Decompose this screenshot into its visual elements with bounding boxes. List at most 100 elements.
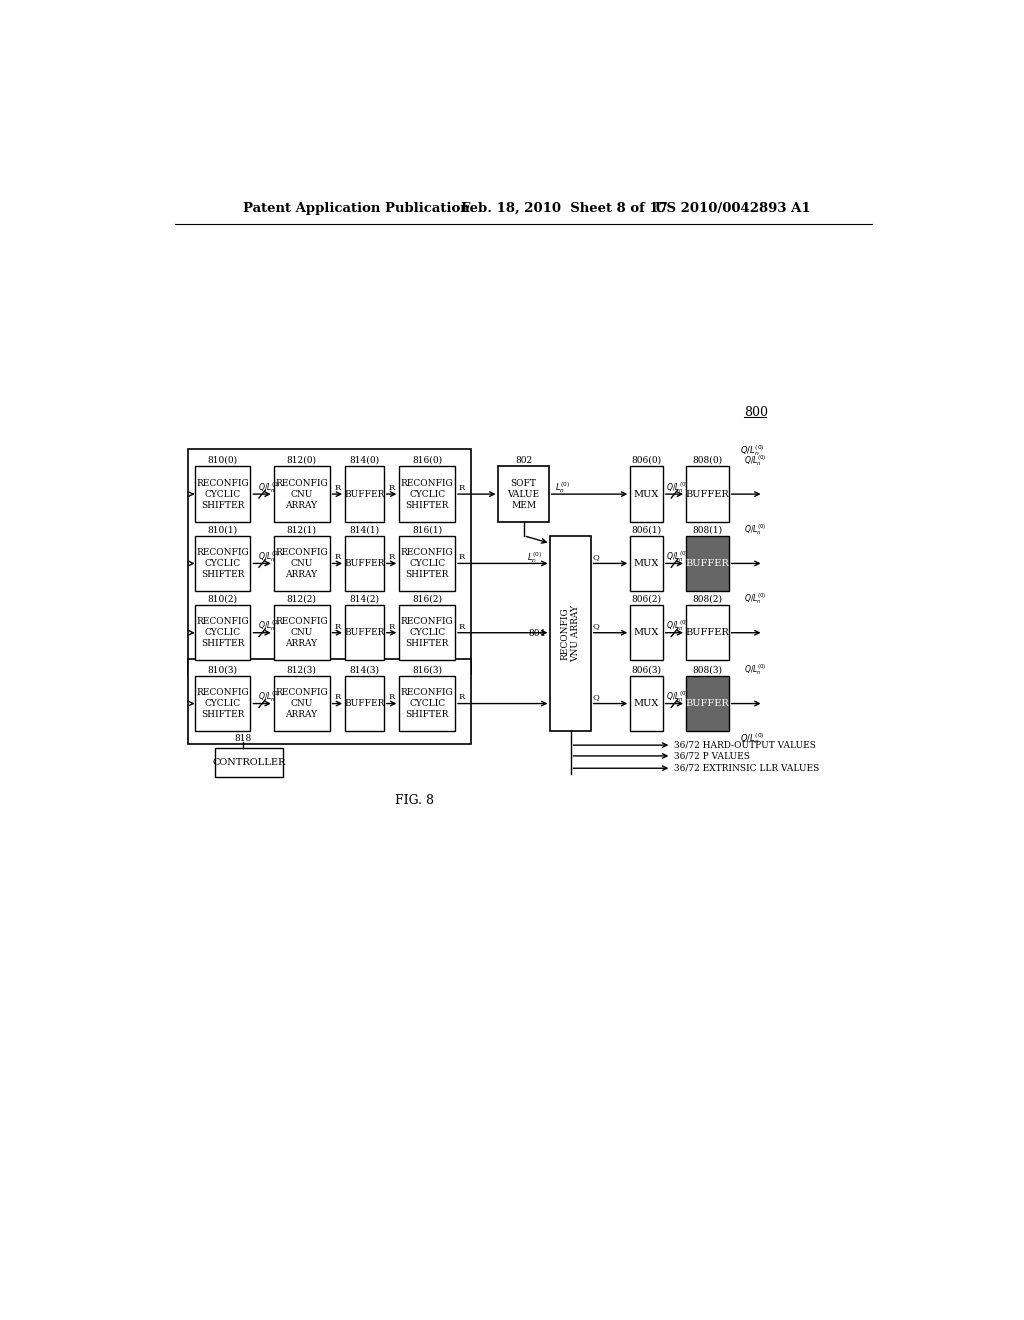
Text: $Q/L_n^{(0)}$: $Q/L_n^{(0)}$	[744, 591, 767, 606]
Text: BUFFER: BUFFER	[685, 490, 729, 499]
Text: R: R	[334, 484, 340, 492]
Text: 816(2): 816(2)	[412, 594, 442, 603]
Text: CONTROLLER: CONTROLLER	[212, 759, 286, 767]
Text: 36/72 EXTRINSIC LLR VALUES: 36/72 EXTRINSIC LLR VALUES	[675, 764, 819, 772]
Text: 800: 800	[744, 407, 768, 418]
Bar	[630, 536, 663, 591]
Bar	[188, 449, 471, 675]
Text: MUX: MUX	[634, 628, 659, 638]
Text: R: R	[459, 553, 465, 561]
Text: US 2010/0042893 A1: US 2010/0042893 A1	[655, 202, 811, 215]
Bar	[686, 605, 729, 660]
Text: SOFT
VALUE
MEM: SOFT VALUE MEM	[508, 479, 540, 510]
Text: 802: 802	[515, 455, 532, 465]
Text: 808(1): 808(1)	[692, 525, 722, 535]
Text: $Q/L_n^{(0)}$: $Q/L_n^{(0)}$	[744, 453, 767, 467]
Text: 806(0): 806(0)	[632, 455, 662, 465]
Text: RECONFIG
CNU
ARRAY: RECONFIG CNU ARRAY	[275, 548, 328, 579]
Text: R: R	[459, 484, 465, 492]
Text: $Q/L_n^{(0)}$: $Q/L_n^{(0)}$	[666, 618, 688, 634]
Text: RECONFIG
VNU ARRAY: RECONFIG VNU ARRAY	[561, 605, 581, 663]
Text: R: R	[388, 693, 394, 701]
Text: BUFFER: BUFFER	[685, 628, 729, 638]
Text: Feb. 18, 2010  Sheet 8 of 17: Feb. 18, 2010 Sheet 8 of 17	[461, 202, 668, 215]
Text: R: R	[388, 553, 394, 561]
Text: 818: 818	[234, 734, 251, 743]
Text: $L_n^{(0)}$: $L_n^{(0)}$	[555, 479, 570, 495]
Text: $Q/L_n^{(0)}$: $Q/L_n^{(0)}$	[740, 444, 765, 458]
Text: 814(0): 814(0)	[349, 455, 380, 465]
Text: FIG. 8: FIG. 8	[395, 795, 434, 807]
Bar	[215, 748, 283, 777]
Text: RECONFIG
CYCLIC
SHIFTER: RECONFIG CYCLIC SHIFTER	[197, 618, 249, 648]
Text: BUFFER: BUFFER	[685, 558, 729, 568]
Bar	[345, 676, 384, 731]
Bar	[630, 676, 663, 731]
Text: BUFFER: BUFFER	[344, 490, 385, 499]
Text: 814(2): 814(2)	[349, 594, 379, 603]
Text: BUFFER: BUFFER	[685, 700, 729, 708]
Text: 808(3): 808(3)	[692, 665, 722, 675]
Text: $Q/L_n^{(0)}$: $Q/L_n^{(0)}$	[666, 479, 688, 495]
Bar	[345, 605, 384, 660]
Text: Q: Q	[592, 553, 599, 561]
Text: $Q/L_n^{(0)}$: $Q/L_n^{(0)}$	[258, 549, 281, 564]
Text: $L_n^{(0)}$: $L_n^{(0)}$	[526, 550, 542, 565]
Text: BUFFER: BUFFER	[344, 628, 385, 638]
Bar	[686, 676, 729, 731]
Text: MUX: MUX	[634, 558, 659, 568]
Text: BUFFER: BUFFER	[344, 700, 385, 708]
Bar	[630, 605, 663, 660]
Text: 816(3): 816(3)	[412, 665, 442, 675]
Text: RECONFIG
CYCLIC
SHIFTER: RECONFIG CYCLIC SHIFTER	[197, 479, 249, 510]
Text: 810(0): 810(0)	[208, 455, 238, 465]
Text: $Q/L_n^{(0)}$: $Q/L_n^{(0)}$	[258, 479, 281, 495]
Text: R: R	[459, 693, 465, 701]
Bar	[399, 466, 455, 521]
Text: R: R	[459, 623, 465, 631]
Text: 810(3): 810(3)	[208, 665, 238, 675]
Bar	[550, 536, 591, 731]
Text: 808(0): 808(0)	[692, 455, 722, 465]
Text: $Q/L_n^{(0)}$: $Q/L_n^{(0)}$	[666, 689, 688, 704]
Text: 36/72 HARD-OUTPUT VALUES: 36/72 HARD-OUTPUT VALUES	[675, 741, 816, 750]
Text: R: R	[388, 484, 394, 492]
Text: MUX: MUX	[634, 700, 659, 708]
Text: 36/72 P VALUES: 36/72 P VALUES	[675, 751, 751, 760]
Text: RECONFIG
CYCLIC
SHIFTER: RECONFIG CYCLIC SHIFTER	[197, 688, 249, 719]
Bar	[399, 676, 455, 731]
Text: R: R	[388, 623, 394, 631]
Text: 810(1): 810(1)	[208, 525, 238, 535]
Bar	[686, 466, 729, 521]
Text: RECONFIG
CYCLIC
SHIFTER: RECONFIG CYCLIC SHIFTER	[400, 618, 454, 648]
Text: 804: 804	[528, 630, 546, 638]
Bar	[399, 536, 455, 591]
Bar	[345, 466, 384, 521]
Text: 812(0): 812(0)	[287, 455, 316, 465]
Text: BUFFER: BUFFER	[344, 558, 385, 568]
Bar	[399, 605, 455, 660]
Text: 814(3): 814(3)	[349, 665, 379, 675]
Bar	[195, 536, 251, 591]
Text: RECONFIG
CYCLIC
SHIFTER: RECONFIG CYCLIC SHIFTER	[400, 688, 454, 719]
Bar	[273, 605, 330, 660]
Text: 816(1): 816(1)	[412, 525, 442, 535]
Text: R: R	[334, 693, 340, 701]
Text: R: R	[334, 623, 340, 631]
Text: 806(3): 806(3)	[632, 665, 662, 675]
Text: RECONFIG
CNU
ARRAY: RECONFIG CNU ARRAY	[275, 479, 328, 510]
Text: Q: Q	[592, 693, 599, 701]
Bar	[630, 466, 663, 521]
Text: $Q/L_n^{(0)}$: $Q/L_n^{(0)}$	[258, 689, 281, 704]
Text: RECONFIG
CNU
ARRAY: RECONFIG CNU ARRAY	[275, 618, 328, 648]
Text: RECONFIG
CYCLIC
SHIFTER: RECONFIG CYCLIC SHIFTER	[400, 548, 454, 579]
Text: $Q/L_n^{(0)}$: $Q/L_n^{(0)}$	[666, 549, 688, 564]
Bar	[273, 676, 330, 731]
Text: 812(2): 812(2)	[287, 594, 316, 603]
Text: $Q/L_n^{(0)}$: $Q/L_n^{(0)}$	[740, 731, 765, 746]
Text: RECONFIG
CNU
ARRAY: RECONFIG CNU ARRAY	[275, 688, 328, 719]
Text: Patent Application Publication: Patent Application Publication	[243, 202, 469, 215]
Text: RECONFIG
CYCLIC
SHIFTER: RECONFIG CYCLIC SHIFTER	[400, 479, 454, 510]
Text: 814(1): 814(1)	[349, 525, 380, 535]
Bar	[195, 605, 251, 660]
